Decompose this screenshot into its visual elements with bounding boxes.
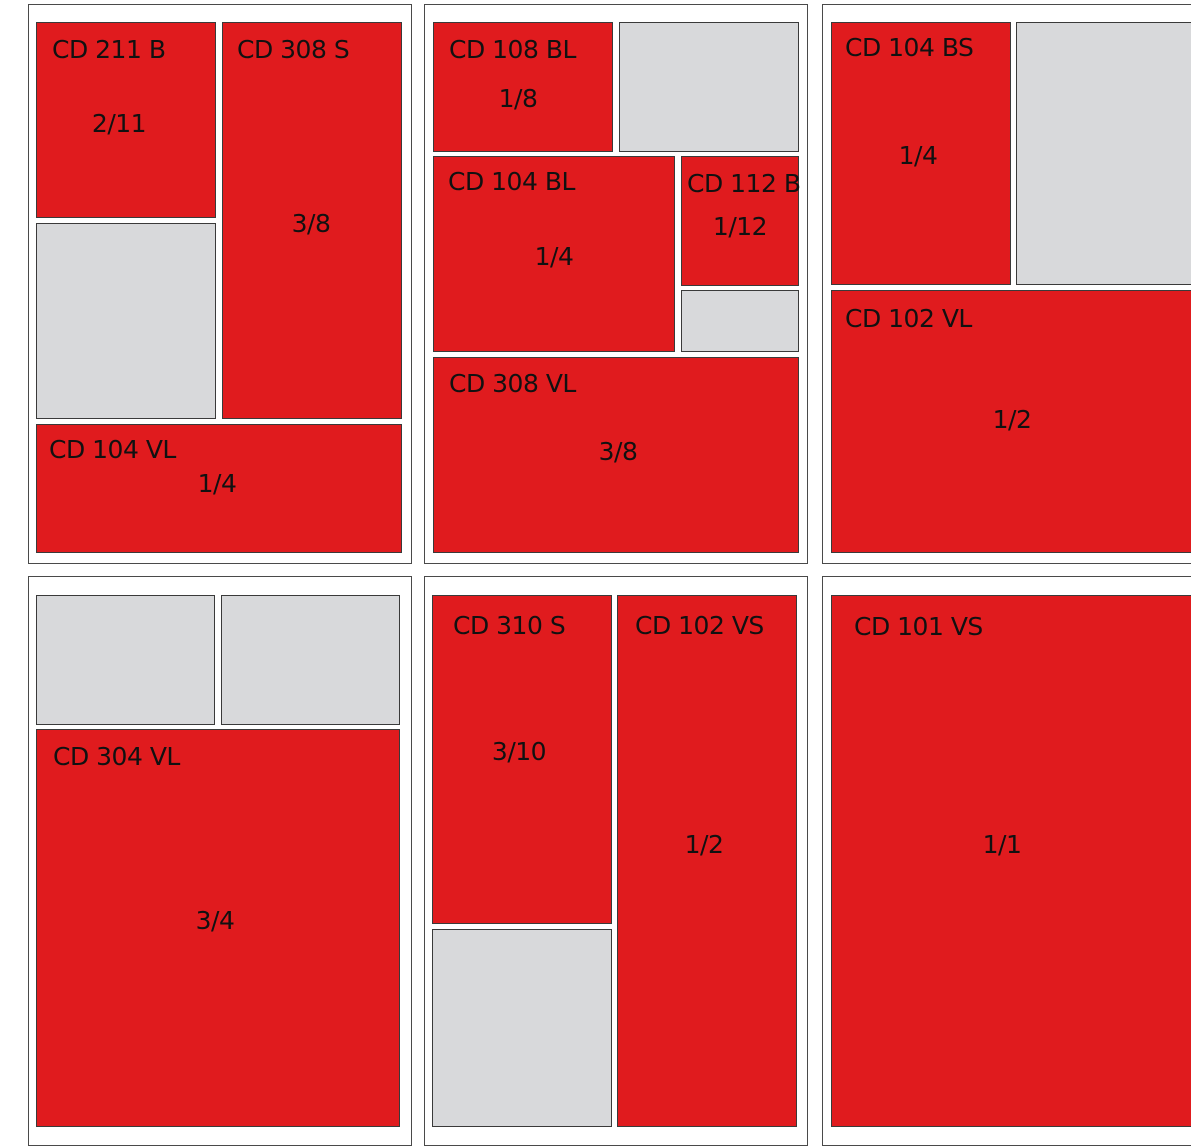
empty-compartment (36, 595, 215, 725)
compartment-cd-304-vl: CD 304 VL 3/4 (36, 729, 400, 1127)
compartment-fraction: 1/1 (982, 830, 1022, 859)
empty-compartment (1016, 22, 1191, 285)
compartment-label: CD 308 S (237, 35, 350, 64)
compartment-label: CD 108 BL (449, 35, 576, 64)
compartment-fraction: 3/10 (491, 737, 547, 766)
compartment-cd-104-bs: CD 104 BS 1/4 (831, 22, 1011, 285)
compartment-cd-112-b: CD 112 B 1/12 (681, 156, 801, 286)
compartment-cd-108-bl: CD 108 BL 1/8 (433, 22, 613, 152)
compartment-label: CD 310 S (453, 611, 566, 640)
compartment-cd-310-s: CD 310 S 3/10 (432, 595, 612, 924)
compartment-label: CD 104 BL (448, 167, 575, 196)
compartment-label: CD 104 BS (845, 33, 974, 62)
compartment-cd-104-vl: CD 104 VL 1/4 (36, 424, 402, 553)
compartment-cd-308-vl: CD 308 VL 3/8 (433, 357, 799, 553)
compartment-fraction: 3/4 (195, 906, 235, 935)
empty-compartment (36, 223, 216, 419)
compartment-cd-211-b: CD 211 B 2/11 (36, 22, 216, 218)
compartment-cd-102-vl: CD 102 VL 1/2 (831, 290, 1191, 553)
compartment-fraction: 1/4 (197, 469, 237, 498)
compartment-fraction: 2/11 (91, 109, 147, 138)
compartment-fraction: 1/8 (498, 84, 538, 113)
compartment-label: CD 112 B (687, 169, 801, 198)
compartment-label: CD 308 VL (449, 369, 576, 398)
compartment-fraction: 1/4 (534, 242, 574, 271)
compartment-cd-104-bl: CD 104 BL 1/4 (433, 156, 675, 352)
compartment-cd-308-s: CD 308 S 3/8 (222, 22, 402, 419)
compartment-label: CD 102 VS (635, 611, 764, 640)
empty-compartment (432, 929, 612, 1127)
compartment-label: CD 101 VS (854, 612, 983, 641)
empty-compartment (619, 22, 799, 152)
compartment-fraction: 1/2 (684, 830, 724, 859)
compartment-fraction: 3/8 (291, 209, 331, 238)
compartment-cd-102-vs: CD 102 VS 1/2 (617, 595, 797, 1127)
compartment-fraction: 1/12 (712, 212, 768, 241)
compartment-fraction: 3/8 (598, 437, 638, 466)
compartment-label: CD 304 VL (53, 742, 180, 771)
compartment-fraction: 1/2 (992, 405, 1032, 434)
compartment-cd-101-vs: CD 101 VS 1/1 (831, 595, 1191, 1127)
empty-compartment (681, 290, 799, 352)
compartment-label: CD 104 VL (49, 435, 176, 464)
compartment-label: CD 211 B (52, 35, 166, 64)
compartment-label: CD 102 VL (845, 304, 972, 333)
empty-compartment (221, 595, 400, 725)
compartment-fraction: 1/4 (898, 141, 938, 170)
